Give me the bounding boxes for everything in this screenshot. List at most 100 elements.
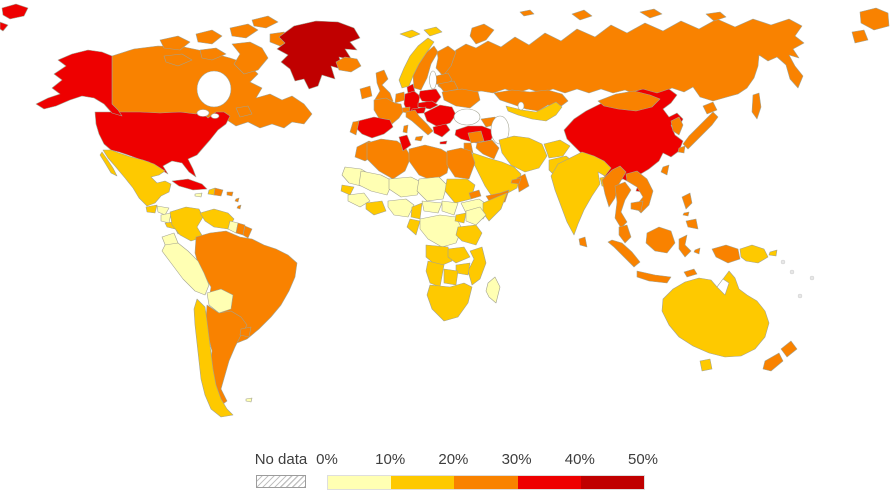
country-algeria [366, 138, 412, 180]
country-thailand [614, 181, 632, 229]
map-regions [0, 3, 890, 418]
sea-hudson-bay [196, 70, 232, 108]
country-gabon-congo [406, 218, 421, 236]
country-russia-sakhalin [751, 92, 762, 120]
country-egypt [446, 147, 476, 180]
island-crete [439, 140, 448, 145]
country-dominican-republic [213, 187, 224, 197]
country-nigeria [387, 198, 415, 218]
country-chukotka-fragment [0, 21, 9, 32]
country-czechia-slovakia [417, 100, 439, 110]
country-alaska [35, 49, 123, 117]
country-iran [498, 135, 548, 173]
island-sardinia [402, 124, 409, 134]
country-russia-east-wrap [859, 7, 890, 31]
island-victoria [199, 47, 227, 61]
island-java [636, 270, 672, 284]
country-sri-lanka [578, 236, 588, 248]
country-angola [425, 244, 453, 268]
country-japan-kyushu [677, 145, 686, 154]
country-ireland [359, 85, 373, 100]
country-bolivia [206, 288, 234, 314]
country-south-sudan [441, 200, 459, 216]
country-france [373, 97, 404, 125]
country-libya [408, 144, 452, 182]
country-sudan [444, 178, 476, 204]
island-moluccas [693, 247, 701, 255]
island-borneo [645, 226, 676, 254]
country-japan-honshu [682, 111, 719, 150]
island-svalbard [423, 26, 443, 37]
country-saudi-arabia [470, 152, 522, 199]
country-sweden [412, 45, 439, 91]
country-russia [437, 18, 805, 102]
country-myanmar [601, 165, 627, 208]
sea-aral [517, 101, 525, 111]
island-jamaica [194, 192, 203, 198]
country-argentina [205, 304, 248, 408]
island-canadian-arctic [229, 23, 259, 39]
country-mozambique [467, 246, 487, 286]
country-papua-new-guinea [739, 244, 769, 264]
island-novaya-zemlya [469, 23, 495, 45]
island-new-siberian [639, 8, 663, 19]
peninsula-baja [99, 151, 118, 177]
country-greenland [276, 20, 361, 90]
island-canadian-arctic [195, 29, 223, 45]
island-puerto-rico [226, 191, 234, 197]
country-south-africa [426, 282, 473, 322]
island-mindanao [685, 218, 699, 230]
country-italy [405, 109, 434, 136]
island-sumatra [607, 239, 641, 268]
country-afghanistan [543, 139, 571, 159]
island-west-papua [711, 244, 741, 264]
island-lesser-antilles [236, 204, 242, 210]
country-guatemala [145, 204, 158, 214]
country-uganda [454, 212, 467, 224]
country-finland [435, 45, 457, 77]
country-cuba [171, 178, 208, 191]
sea-black [453, 108, 481, 126]
country-ivory-ghana [365, 200, 387, 216]
country-korea [670, 116, 684, 136]
country-mongolia [597, 90, 661, 112]
island-tasmania [699, 358, 713, 372]
sea-great-lakes [210, 113, 220, 119]
island-canadian-arctic [163, 53, 193, 67]
country-tanzania [455, 224, 483, 246]
country-new-zealand-north [780, 340, 798, 358]
country-senegal [340, 184, 355, 196]
country-ukraine [441, 88, 481, 109]
country-central-asia [505, 101, 563, 122]
country-spain [354, 116, 394, 139]
island-severnaya [571, 9, 593, 21]
country-japan-hokkaido [702, 101, 718, 115]
island-falklands [245, 397, 253, 403]
country-uae [510, 177, 522, 185]
country-nicaragua [160, 212, 172, 224]
island-baffin [231, 41, 269, 75]
country-colombia [169, 206, 204, 242]
island-visayas [682, 211, 690, 217]
country-netherlands-belgium [394, 91, 406, 104]
country-tunisia [398, 134, 412, 152]
country-poland [418, 88, 442, 104]
country-greece [432, 123, 451, 138]
country-new-zealand-south [762, 352, 784, 372]
country-usa [94, 109, 231, 178]
island-sulawesi [678, 234, 692, 258]
country-kenya [465, 206, 487, 226]
country-taiwan [660, 164, 670, 176]
country-vietnam-laos [625, 170, 654, 214]
sea-great-lakes [196, 109, 210, 117]
country-chukotka-fragment [1, 3, 29, 20]
country-niger [388, 176, 424, 198]
island-wrangel [705, 11, 727, 22]
island-canadian-arctic [251, 15, 279, 29]
island-franz-josef [519, 9, 535, 17]
country-syria [467, 130, 485, 144]
country-brazil [194, 230, 298, 344]
country-iraq [475, 139, 500, 160]
